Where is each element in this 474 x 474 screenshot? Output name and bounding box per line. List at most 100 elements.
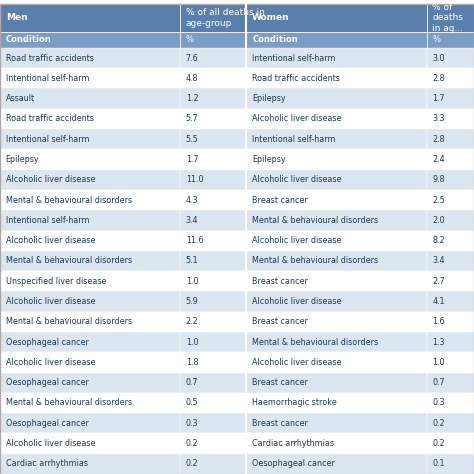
Text: Alcoholic liver disease: Alcoholic liver disease [6,175,95,184]
Text: Breast cancer: Breast cancer [252,317,308,326]
Text: Cardiac arrhythmias: Cardiac arrhythmias [6,459,88,468]
FancyBboxPatch shape [427,190,474,210]
FancyBboxPatch shape [0,68,180,89]
FancyBboxPatch shape [246,170,427,190]
Text: Condition: Condition [6,36,52,45]
FancyBboxPatch shape [0,32,180,48]
Text: 5.7: 5.7 [186,114,199,123]
FancyBboxPatch shape [180,89,246,109]
FancyBboxPatch shape [180,210,246,230]
FancyBboxPatch shape [180,332,246,352]
Text: Cardiac arrhythmias: Cardiac arrhythmias [252,439,334,448]
FancyBboxPatch shape [246,48,427,68]
FancyBboxPatch shape [246,210,427,230]
Text: Alcoholic liver disease: Alcoholic liver disease [252,358,342,367]
FancyBboxPatch shape [0,393,180,413]
Text: 3.4: 3.4 [432,256,445,265]
FancyBboxPatch shape [427,271,474,292]
Text: Oesophageal cancer: Oesophageal cancer [6,419,89,428]
FancyBboxPatch shape [427,454,474,474]
FancyBboxPatch shape [427,413,474,433]
Text: Alcoholic liver disease: Alcoholic liver disease [6,236,95,245]
FancyBboxPatch shape [180,373,246,393]
FancyBboxPatch shape [180,352,246,373]
Text: Oesophageal cancer: Oesophageal cancer [6,337,89,346]
FancyBboxPatch shape [246,68,427,89]
Text: Alcoholic liver disease: Alcoholic liver disease [6,297,95,306]
Text: Road traffic accidents: Road traffic accidents [6,54,93,63]
Text: 2.4: 2.4 [432,155,445,164]
FancyBboxPatch shape [180,271,246,292]
FancyBboxPatch shape [180,433,246,454]
FancyBboxPatch shape [246,373,427,393]
Text: Epilepsy: Epilepsy [252,155,286,164]
Text: Mental & behavioural disorders: Mental & behavioural disorders [252,337,378,346]
Text: 5.1: 5.1 [186,256,199,265]
Text: Alcoholic liver disease: Alcoholic liver disease [252,114,342,123]
Text: Epilepsy: Epilepsy [252,94,286,103]
Text: 2.8: 2.8 [432,74,445,83]
Text: Condition: Condition [252,36,298,45]
Text: Breast cancer: Breast cancer [252,277,308,286]
Text: 3.4: 3.4 [186,216,198,225]
Text: Epilepsy: Epilepsy [6,155,39,164]
Text: Breast cancer: Breast cancer [252,196,308,205]
Text: % of
deaths
in ag...: % of deaths in ag... [432,3,464,33]
Text: Men: Men [6,13,27,22]
FancyBboxPatch shape [246,129,427,149]
Text: 2.2: 2.2 [186,317,199,326]
Text: Oesophageal cancer: Oesophageal cancer [6,378,89,387]
FancyBboxPatch shape [180,230,246,251]
Text: Mental & behavioural disorders: Mental & behavioural disorders [252,216,378,225]
FancyBboxPatch shape [180,251,246,271]
FancyBboxPatch shape [0,292,180,312]
FancyBboxPatch shape [427,109,474,129]
Text: 1.8: 1.8 [186,358,198,367]
Text: 0.2: 0.2 [432,419,445,428]
FancyBboxPatch shape [0,4,180,32]
Text: Alcoholic liver disease: Alcoholic liver disease [252,175,342,184]
Text: 1.0: 1.0 [432,358,445,367]
FancyBboxPatch shape [427,129,474,149]
FancyBboxPatch shape [246,109,427,129]
FancyBboxPatch shape [246,190,427,210]
Text: Mental & behavioural disorders: Mental & behavioural disorders [252,256,378,265]
Text: 1.3: 1.3 [432,337,445,346]
FancyBboxPatch shape [0,413,180,433]
Text: 3.3: 3.3 [432,114,445,123]
Text: Mental & behavioural disorders: Mental & behavioural disorders [6,317,132,326]
Text: Haemorrhagic stroke: Haemorrhagic stroke [252,399,337,408]
Text: Breast cancer: Breast cancer [252,378,308,387]
FancyBboxPatch shape [0,170,180,190]
Text: 11.6: 11.6 [186,236,203,245]
FancyBboxPatch shape [427,433,474,454]
Text: 0.5: 0.5 [186,399,199,408]
FancyBboxPatch shape [246,454,427,474]
Text: 11.0: 11.0 [186,175,203,184]
Text: 0.7: 0.7 [432,378,445,387]
FancyBboxPatch shape [0,454,180,474]
FancyBboxPatch shape [246,230,427,251]
FancyBboxPatch shape [0,230,180,251]
FancyBboxPatch shape [180,32,246,48]
FancyBboxPatch shape [246,413,427,433]
FancyBboxPatch shape [180,68,246,89]
Text: Road traffic accidents: Road traffic accidents [252,74,340,83]
Text: Assault: Assault [6,94,35,103]
Text: Oesophageal cancer: Oesophageal cancer [252,459,335,468]
FancyBboxPatch shape [180,129,246,149]
Text: 1.7: 1.7 [432,94,445,103]
FancyBboxPatch shape [427,230,474,251]
Text: 3.0: 3.0 [432,54,445,63]
Text: 4.8: 4.8 [186,74,198,83]
FancyBboxPatch shape [427,4,474,32]
Text: Intentional self-harm: Intentional self-harm [252,54,336,63]
FancyBboxPatch shape [0,48,180,68]
FancyBboxPatch shape [0,271,180,292]
FancyBboxPatch shape [180,393,246,413]
Text: %: % [186,36,194,45]
Text: % of all deaths in
age-group: % of all deaths in age-group [186,9,264,27]
Text: Women: Women [252,13,290,22]
Text: 2.0: 2.0 [432,216,445,225]
Text: 0.2: 0.2 [432,439,445,448]
